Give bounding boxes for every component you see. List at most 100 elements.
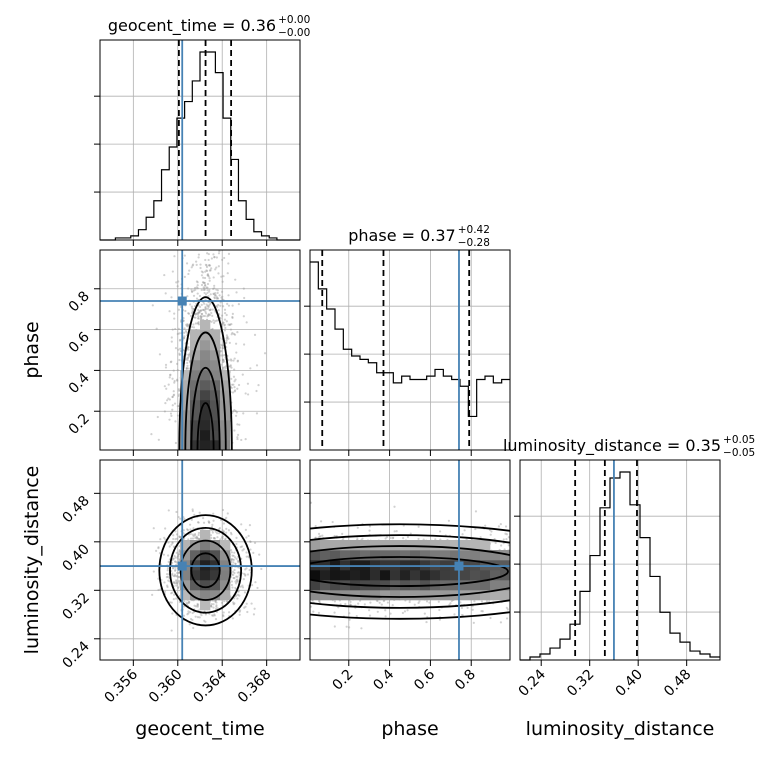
- scatter-point: [333, 625, 336, 628]
- scatter-point: [189, 617, 193, 621]
- scatter-point: [489, 533, 492, 536]
- scatter-point: [203, 291, 206, 295]
- scatter-point: [318, 599, 321, 603]
- scatter-point: [214, 617, 218, 621]
- scatter-point: [166, 585, 169, 589]
- scatter-point: [237, 561, 240, 564]
- scatter-point: [224, 537, 227, 540]
- scatter-point: [196, 521, 200, 524]
- scatter-point: [174, 420, 177, 423]
- scatter-point: [230, 533, 233, 536]
- scatter-point: [213, 296, 216, 299]
- scatter-point: [255, 364, 259, 367]
- scatter-point: [233, 357, 236, 360]
- scatter-point: [357, 602, 360, 605]
- histogram-bars: [100, 51, 300, 241]
- scatter-point: [312, 610, 315, 613]
- scatter-point: [173, 573, 177, 576]
- density-cell: [210, 560, 221, 571]
- scatter-point: [212, 537, 216, 540]
- scatter-point: [171, 541, 174, 545]
- scatter-point: [176, 332, 179, 336]
- scatter-point: [185, 324, 189, 328]
- scatter-point: [502, 538, 505, 541]
- truth-marker: [177, 296, 187, 306]
- scatter-point: [177, 388, 180, 391]
- scatter-point: [236, 571, 239, 574]
- scatter-point: [318, 535, 321, 538]
- scatter-point: [207, 275, 210, 278]
- scatter-point: [184, 309, 187, 313]
- scatter-point: [200, 614, 203, 617]
- scatter-point: [174, 569, 177, 572]
- scatter-point: [174, 597, 178, 600]
- scatter-point: [152, 570, 155, 573]
- scatter-point: [242, 343, 246, 346]
- scatter-point: [178, 339, 182, 342]
- scatter-point: [167, 541, 170, 544]
- scatter-point: [196, 322, 199, 325]
- scatter-point: [206, 244, 208, 246]
- scatter-point: [220, 536, 224, 539]
- scatter-point: [189, 528, 192, 531]
- scatter-point: [175, 281, 178, 284]
- scatter-point: [386, 601, 389, 604]
- scatter-point: [187, 600, 190, 603]
- scatter-point: [186, 602, 189, 605]
- scatter-point: [212, 606, 215, 609]
- scatter-point: [232, 375, 236, 378]
- scatter-point: [221, 347, 225, 350]
- scatter-point: [179, 338, 182, 341]
- scatter-point: [197, 538, 200, 541]
- density-cell: [220, 390, 231, 401]
- scatter-point: [178, 550, 181, 554]
- scatter-point: [215, 288, 218, 291]
- density-cell: [190, 550, 201, 561]
- scatter-point: [176, 555, 179, 558]
- scatter-point: [167, 383, 170, 386]
- density-cell: [220, 570, 231, 581]
- scatter-point: [189, 314, 193, 317]
- scatter-point: [211, 529, 214, 532]
- scatter-point: [256, 586, 259, 590]
- scatter-point: [207, 242, 209, 244]
- scatter-point: [170, 592, 173, 595]
- scatter-point: [192, 527, 195, 530]
- scatter-point: [196, 287, 199, 290]
- scatter-point: [183, 331, 186, 334]
- scatter-point: [235, 351, 238, 354]
- scatter-point: [173, 381, 176, 384]
- scatter-point: [213, 614, 216, 617]
- scatter-point: [234, 409, 237, 413]
- scatter-point: [197, 317, 200, 320]
- scatter-point: [196, 602, 199, 606]
- scatter-point: [384, 609, 387, 612]
- scatter-point: [209, 308, 212, 311]
- scatter-point: [200, 303, 203, 306]
- scatter-point: [172, 166, 174, 168]
- scatter-point: [206, 304, 209, 308]
- scatter-point: [428, 601, 431, 604]
- scatter-point: [195, 286, 198, 289]
- scatter-point: [214, 599, 217, 603]
- scatter-point: [193, 534, 196, 537]
- scatter-point: [212, 319, 215, 322]
- scatter-point: [241, 549, 244, 552]
- density-cell: [190, 540, 201, 551]
- scatter-point: [499, 523, 502, 526]
- scatter-point: [479, 536, 482, 539]
- scatter-point: [178, 353, 181, 356]
- scatter-point: [249, 367, 252, 370]
- scatter-point: [225, 313, 228, 317]
- scatter-point: [202, 308, 205, 312]
- scatter-point: [221, 537, 224, 540]
- scatter-point: [173, 582, 177, 585]
- scatter-point: [203, 308, 206, 311]
- scatter-point: [213, 256, 216, 259]
- scatter-point: [449, 602, 452, 605]
- scatter-point: [191, 263, 195, 266]
- scatter-point: [249, 548, 252, 551]
- scatter-point: [195, 280, 199, 283]
- density-cell: [210, 330, 221, 341]
- scatter-point: [191, 618, 194, 622]
